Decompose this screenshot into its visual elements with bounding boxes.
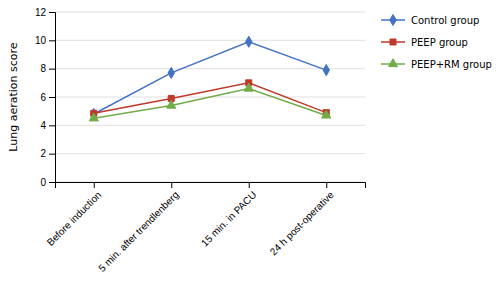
- marker: [322, 110, 331, 118]
- x-axis: Before induction5 min. after trendlenber…: [45, 182, 366, 274]
- legend-item: PEEP+RM group: [381, 59, 492, 70]
- line: [94, 83, 327, 113]
- y-tick-mark: [49, 97, 55, 98]
- x-tick-mark: [94, 182, 95, 188]
- y-tick-mark: [49, 182, 55, 183]
- y-tick: 10: [35, 35, 55, 46]
- x-tick-mark: [171, 182, 172, 188]
- marker: [167, 100, 176, 108]
- x-tick: 5 min. after trendlenberg: [96, 182, 181, 274]
- grid: [55, 12, 365, 182]
- x-tick-label: 15 min. in PACU: [199, 189, 259, 249]
- y-tick: 6: [40, 92, 55, 103]
- x-tick: Before induction: [45, 182, 104, 248]
- y-tick-label: 4: [40, 120, 46, 131]
- grid-line: [55, 68, 365, 69]
- y-tick: 12: [35, 7, 55, 18]
- y-tick-label: 0: [40, 177, 46, 188]
- markers: [91, 80, 330, 116]
- line: [94, 89, 327, 119]
- x-tick-label: 5 min. after trendlenberg: [96, 189, 181, 274]
- y-tick-label: 10: [35, 35, 47, 46]
- y-tick: 4: [40, 120, 55, 131]
- marker: [89, 113, 98, 121]
- plot: 0 2 4 6 8 10 12 Before induction5 min. after tr…: [7, 7, 366, 274]
- marker: [244, 83, 253, 91]
- grid-line: [55, 125, 365, 126]
- legend-label: PEEP+RM group: [411, 59, 492, 70]
- y-tick-mark: [49, 12, 55, 13]
- grid-line: [55, 12, 365, 13]
- y-tick-mark: [49, 40, 55, 41]
- legend-label: PEEP group: [411, 37, 468, 48]
- axis-line: [49, 13, 56, 183]
- legend-item: PEEP group: [381, 37, 468, 48]
- x-tick: 15 min. in PACU: [199, 182, 259, 249]
- y-tick: 0: [40, 177, 55, 188]
- y-tick-label: 2: [40, 148, 46, 159]
- y-tick-label: 8: [40, 63, 46, 74]
- y-tick-mark: [49, 125, 55, 126]
- grid-line: [55, 40, 365, 41]
- legend-marker: [390, 14, 396, 25]
- y-tick: 8: [40, 63, 55, 74]
- y-tick: 2: [40, 148, 55, 159]
- y-tick-mark: [49, 69, 55, 70]
- y-axis-title: Lung aeration score: [7, 42, 20, 151]
- legend-marker: [388, 59, 397, 67]
- legend-label: Control group: [411, 15, 479, 26]
- grid-line: [55, 153, 365, 154]
- legend-marker: [390, 39, 396, 45]
- marker: [246, 36, 252, 47]
- markers: [89, 83, 331, 121]
- x-tick-mark: [249, 182, 250, 188]
- x-tick-label: 24 h post-operative: [268, 189, 337, 258]
- x-tick-label: Before induction: [45, 189, 104, 248]
- marks: [89, 36, 331, 121]
- legend: Control group PEEP group PEEP+RM group: [381, 14, 492, 69]
- y-tick-label: 6: [40, 92, 46, 103]
- chart: 0 2 4 6 8 10 12 Before induction5 min. after tr…: [0, 0, 500, 294]
- x-tick: 24 h post-operative: [268, 182, 337, 257]
- y-axis: 0 2 4 6 8 10 12: [35, 7, 56, 188]
- marker: [168, 67, 174, 78]
- x-tick-mark: [326, 182, 327, 188]
- marker: [323, 64, 329, 75]
- markers: [91, 36, 330, 119]
- y-tick-mark: [49, 154, 55, 155]
- y-tick-label: 12: [35, 7, 47, 18]
- legend-item: Control group: [381, 14, 479, 25]
- axis-line: [56, 183, 366, 189]
